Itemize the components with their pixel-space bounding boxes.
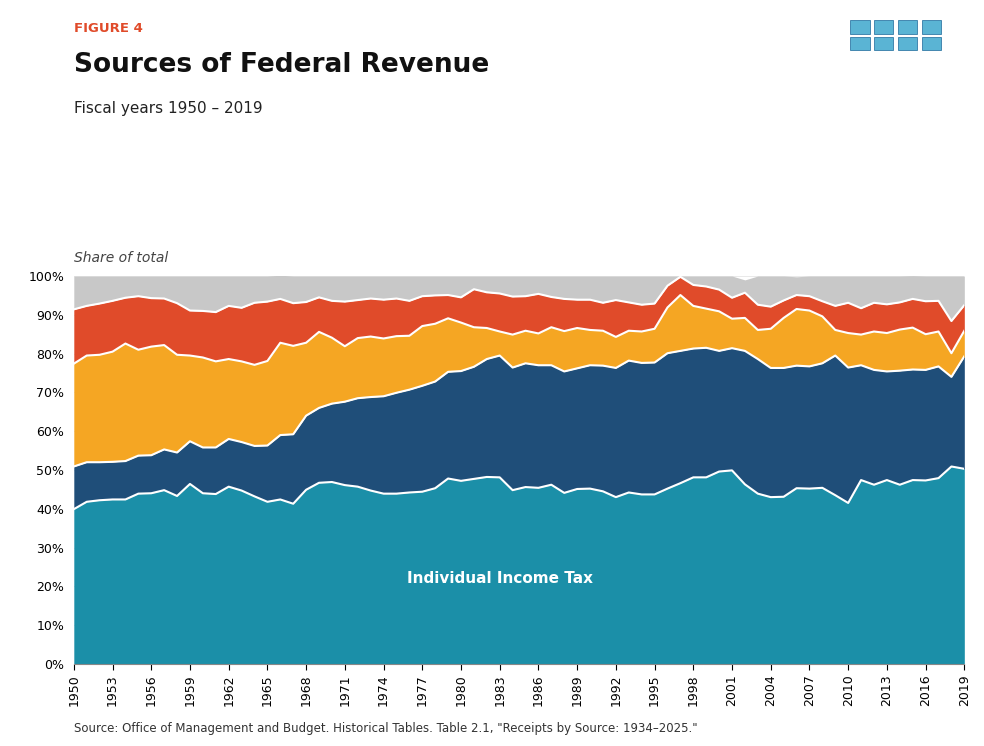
Bar [922,37,941,50]
Text: Sources of Federal Revenue: Sources of Federal Revenue [74,52,489,78]
Text: TPC: TPC [874,61,922,81]
Text: Individual Income Tax: Individual Income Tax [406,571,592,586]
Bar [898,37,917,50]
Bar [922,20,941,34]
Bar [874,20,893,34]
Bar [874,37,893,50]
Text: Share of total: Share of total [74,251,168,265]
Text: Source: Office of Management and Budget. Historical Tables. Table 2.1, "Receipts: Source: Office of Management and Budget.… [74,722,698,735]
Bar [850,37,870,50]
Bar [850,20,870,34]
Bar [898,20,917,34]
Text: FIGURE 4: FIGURE 4 [74,22,143,35]
Text: Fiscal years 1950 – 2019: Fiscal years 1950 – 2019 [74,101,263,116]
